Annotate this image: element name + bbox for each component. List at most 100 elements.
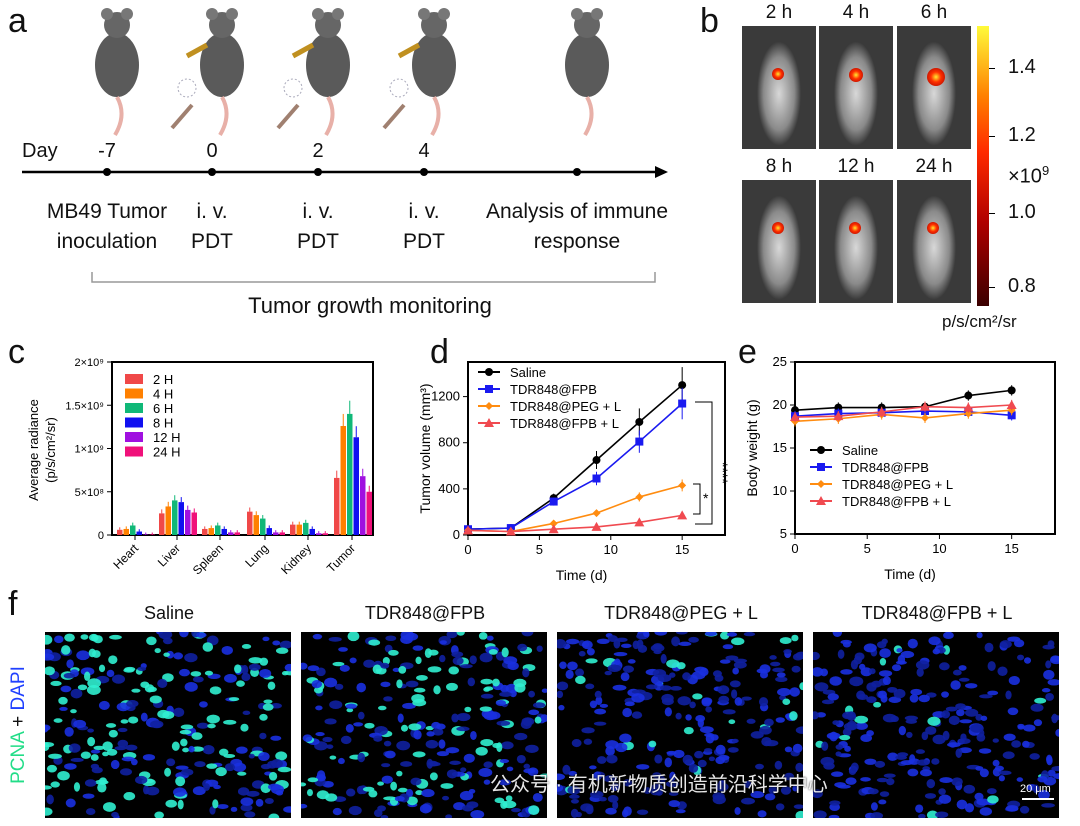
nucleus — [677, 696, 691, 706]
data-point — [876, 406, 887, 416]
nucleus — [578, 650, 586, 657]
nucleus — [939, 662, 950, 671]
nucleus — [528, 805, 540, 816]
significance-label: * — [703, 490, 709, 506]
syringe-icon — [170, 103, 194, 130]
day-tick-label: 2 — [312, 140, 324, 162]
nucleus — [384, 750, 396, 759]
nucleus — [585, 805, 594, 815]
nucleus — [102, 751, 109, 757]
nucleus — [45, 666, 55, 676]
nucleus — [854, 652, 865, 661]
nucleus — [636, 809, 649, 815]
timepoint-label: 6 h — [920, 2, 948, 23]
nucleus — [699, 726, 714, 734]
nucleus — [828, 814, 840, 818]
nucleus — [599, 703, 609, 708]
nucleus — [405, 632, 419, 641]
nucleus — [413, 729, 422, 740]
colorbar-tick-label: 1.0 — [1008, 201, 1036, 223]
nucleus — [731, 689, 738, 699]
nucleus — [479, 652, 493, 663]
nucleus — [97, 782, 107, 793]
nucleus — [460, 767, 467, 773]
nucleus — [522, 718, 533, 727]
series-line — [794, 389, 1012, 411]
nucleus — [192, 676, 204, 683]
nucleus — [523, 763, 531, 769]
nucleus — [415, 656, 422, 665]
nucleus — [670, 686, 682, 691]
category-label: Kidney — [278, 541, 314, 577]
nucleus — [182, 747, 190, 753]
nucleus — [557, 690, 564, 699]
mouse-icon — [95, 8, 139, 137]
nucleus — [610, 785, 619, 791]
nucleus — [731, 738, 739, 744]
nucleus — [301, 662, 308, 670]
nucleus — [202, 642, 214, 652]
nucleus — [60, 685, 72, 693]
nanoparticle-icon — [283, 78, 303, 98]
nucleus — [1023, 724, 1036, 732]
nucleus — [750, 790, 765, 799]
data-point — [678, 381, 687, 390]
nucleus — [685, 714, 692, 721]
nucleus — [979, 807, 993, 816]
data-point — [833, 411, 844, 421]
nucleus — [121, 756, 135, 762]
nucleus — [733, 661, 747, 669]
nucleus — [137, 666, 147, 671]
nucleus — [942, 730, 950, 741]
nucleus — [462, 804, 474, 812]
nucleus — [835, 751, 842, 757]
bar — [221, 528, 227, 535]
nucleus — [976, 733, 986, 742]
nucleus — [188, 745, 195, 753]
nucleus — [392, 667, 401, 672]
nucleus — [406, 796, 418, 806]
nucleus — [826, 732, 841, 740]
nucleus — [589, 700, 598, 709]
nucleus — [963, 784, 976, 794]
y-tick-label: 1200 — [431, 389, 460, 404]
panel-label-c: c — [8, 333, 25, 371]
nucleus — [688, 763, 699, 773]
scale-bar — [1022, 798, 1054, 800]
nucleus — [279, 640, 291, 649]
nucleus — [622, 779, 633, 787]
nucleus — [398, 666, 407, 674]
legend-label: 6 H — [153, 401, 173, 416]
nucleus — [764, 739, 779, 747]
nucleus — [275, 647, 289, 654]
nucleus — [842, 728, 852, 737]
nucleus — [470, 730, 477, 740]
nucleus — [396, 679, 403, 689]
nucleus — [613, 651, 628, 657]
nucleus — [345, 723, 354, 733]
nucleus — [631, 711, 643, 719]
nucleus — [606, 754, 618, 764]
nucleus — [719, 659, 731, 664]
nucleus — [410, 777, 422, 786]
bar — [130, 525, 136, 535]
nucleus — [126, 700, 139, 708]
nucleus — [927, 716, 941, 726]
nucleus — [998, 770, 1012, 776]
nucleus — [469, 655, 477, 665]
nucleus — [102, 741, 113, 752]
nucleus — [559, 661, 567, 669]
nucleus — [85, 808, 96, 816]
nucleus — [694, 750, 704, 759]
nanoparticle-icon — [177, 78, 197, 98]
nucleus — [464, 706, 472, 713]
nucleus — [569, 794, 580, 799]
nucleus — [400, 761, 413, 767]
nucleus — [452, 656, 464, 666]
data-point — [790, 412, 800, 422]
data-point — [635, 492, 644, 501]
nucleus — [689, 701, 696, 709]
nucleus — [619, 733, 632, 743]
nucleus — [191, 732, 203, 740]
nucleus — [645, 684, 658, 690]
